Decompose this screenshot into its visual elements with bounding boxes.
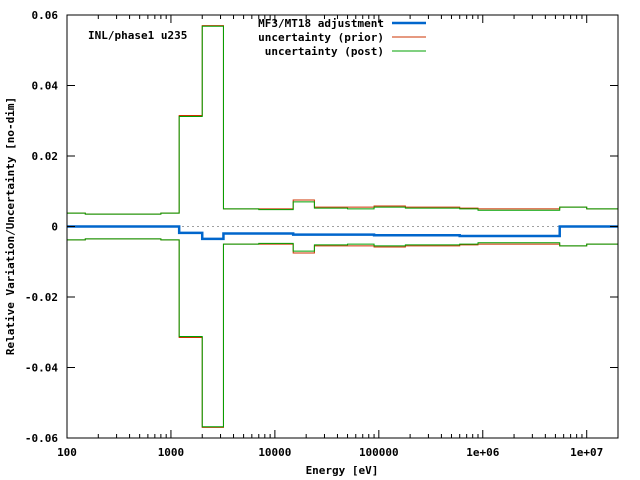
series-line-uncertainty-prior-negative: [67, 238, 618, 428]
y-tick-label: -0.04: [25, 362, 58, 375]
series-line-mf3-mt18-adjustment: [67, 225, 618, 241]
y-tick-label: -0.02: [25, 291, 58, 304]
ticks-layer: -0.06 -0.04 -0.02 0 0.02 0.04 0.06 100 1000 10000…: [25, 9, 618, 459]
x-tick-label: 1e+06: [466, 446, 499, 459]
series-layer: [67, 25, 618, 428]
y-tick-label: 0.02: [32, 150, 59, 163]
legend-label: uncertainty (post): [265, 45, 384, 58]
y-tick-label: 0.04: [32, 80, 59, 93]
x-tick-label: 1000: [158, 446, 185, 459]
x-tick-label: 10000: [258, 446, 291, 459]
y-tick-label: 0.06: [32, 9, 59, 22]
series-line-uncertainty-post-negative: [67, 238, 618, 428]
legend-label: uncertainty (prior): [258, 31, 384, 44]
y-tick-label: 0: [51, 221, 58, 234]
legend-label: MF3/MT18 adjustment: [258, 17, 384, 30]
x-tick-label: 100000: [359, 446, 399, 459]
x-axis-label: Energy [eV]: [306, 464, 379, 477]
y-axis-label: Relative Variation/Uncertainty [no-dim]: [4, 97, 17, 355]
x-tick-label: 1e+07: [570, 446, 603, 459]
annotation-text: INL/phase1 u235: [88, 29, 187, 42]
series-line-uncertainty-post: [67, 25, 618, 215]
x-tick-label: 100: [57, 446, 77, 459]
y-tick-label: -0.06: [25, 432, 58, 445]
